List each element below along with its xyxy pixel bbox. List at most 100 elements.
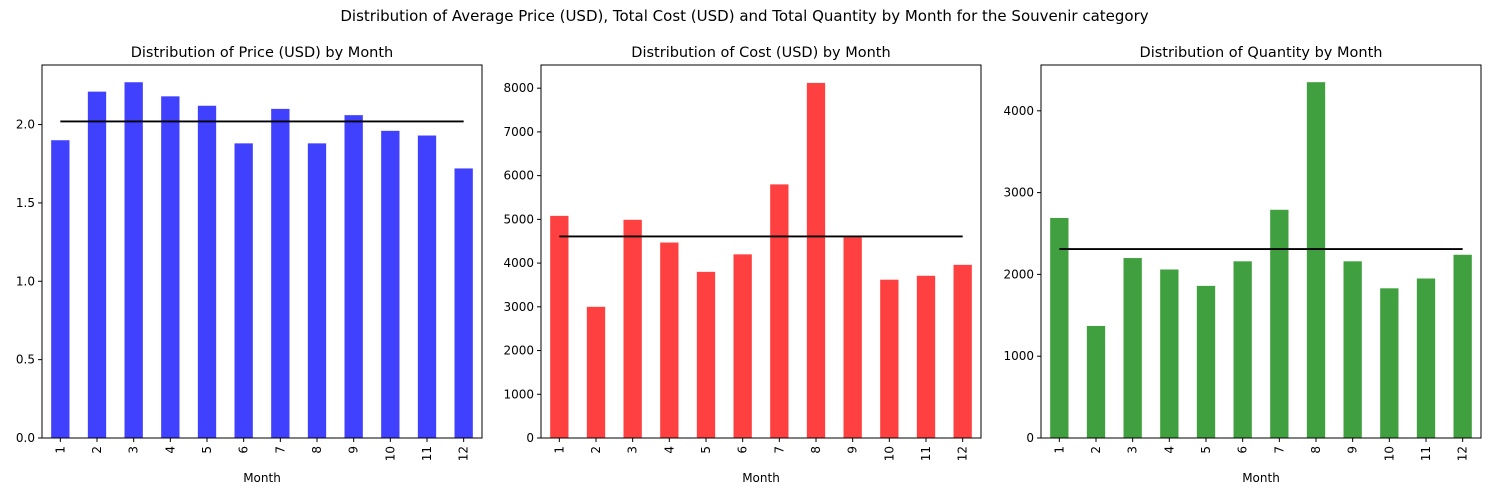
cost-bar-10 — [880, 279, 899, 438]
quantity-xtick-label: 7 — [1272, 446, 1286, 454]
cost-bar-1 — [550, 215, 569, 438]
quantity-xtick-label: 3 — [1126, 446, 1140, 454]
cost-xtick-label: 10 — [882, 446, 896, 461]
price-ytick-label: 0.5 — [16, 353, 35, 367]
cost-bar-11 — [916, 275, 936, 438]
quantity-bar-3 — [1123, 258, 1142, 438]
cost-xtick-label: 3 — [626, 446, 640, 454]
price-xlabel: Month — [243, 471, 281, 485]
quantity-bar-2 — [1086, 325, 1106, 438]
cost-ytick-label: 8000 — [503, 81, 534, 95]
price-axes-frame — [41, 64, 483, 439]
price-ytick-label: 0.0 — [16, 431, 35, 445]
price-xtick-label: 9 — [347, 446, 361, 454]
cost-bar-9 — [843, 237, 862, 438]
cost-xtick-label: 9 — [846, 446, 860, 454]
price-ytick-label: 1.0 — [16, 274, 35, 288]
quantity-xtick-label: 10 — [1382, 446, 1396, 461]
price-xtick-label: 11 — [420, 446, 434, 461]
price-bar-10 — [381, 130, 400, 438]
figure-suptitle: Distribution of Average Price (USD), Tot… — [340, 7, 1149, 25]
cost-xtick-label: 6 — [736, 446, 750, 454]
cost-xtick-label: 5 — [699, 446, 713, 454]
quantity-xtick-label: 2 — [1089, 446, 1103, 454]
quantity-bar-10 — [1380, 288, 1399, 438]
quantity-bar-6 — [1233, 261, 1252, 438]
price-xtick-label: 4 — [163, 446, 177, 454]
price-xtick-label: 2 — [90, 446, 104, 454]
price-bar-5 — [197, 105, 217, 439]
cost-xtick-label: 12 — [956, 446, 970, 461]
price-title: Distribution of Price (USD) by Month — [131, 45, 394, 61]
cost-bar-5 — [696, 271, 716, 438]
cost-ytick-label: 3000 — [503, 300, 534, 314]
cost-bar-3 — [623, 219, 642, 438]
cost-xtick-label: 4 — [662, 446, 676, 454]
quantity-xtick-label: 1 — [1052, 446, 1066, 454]
cost-ytick-label: 6000 — [503, 169, 534, 183]
quantity-bar-8 — [1306, 82, 1326, 438]
quantity-bar-1 — [1050, 217, 1069, 438]
price-xtick-label: 5 — [200, 446, 214, 454]
price-bar-2 — [87, 91, 107, 439]
price-xtick-label: 8 — [310, 446, 324, 454]
price-bar-9 — [344, 115, 363, 439]
price-xtick-label: 1 — [53, 446, 67, 454]
quantity-ytick-label: 3000 — [1003, 186, 1034, 200]
cost-axes-frame — [540, 64, 982, 439]
quantity-ytick-label: 1000 — [1003, 349, 1034, 363]
quantity-bar-7 — [1270, 209, 1289, 438]
quantity-ytick-label: 4000 — [1003, 104, 1034, 118]
price-bar-12 — [454, 168, 473, 438]
cost-bar-12 — [953, 264, 972, 438]
quantity-bar-12 — [1453, 254, 1472, 438]
price-bar-7 — [271, 108, 290, 438]
quantity-xtick-label: 9 — [1346, 446, 1360, 454]
quantity-xtick-label: 5 — [1199, 446, 1213, 454]
cost-title: Distribution of Cost (USD) by Month — [631, 45, 890, 61]
cost-bar-2 — [586, 306, 606, 438]
price-ytick-label: 2.0 — [16, 118, 35, 132]
cost-bar-6 — [733, 254, 752, 438]
quantity-xtick-label: 4 — [1162, 446, 1176, 454]
cost-ytick-label: 5000 — [503, 212, 534, 226]
cost-ytick-label: 4000 — [503, 256, 534, 270]
quantity-bar-9 — [1343, 261, 1362, 438]
cost-xtick-label: 8 — [809, 446, 823, 454]
price-bar-8 — [307, 143, 327, 439]
quantity-xtick-label: 12 — [1456, 446, 1470, 461]
quantity-ytick-label: 0 — [1026, 431, 1034, 445]
price-bar-11 — [417, 135, 437, 438]
quantity-bar-5 — [1196, 285, 1216, 438]
price-xtick-label: 3 — [127, 446, 141, 454]
cost-bar-7 — [770, 184, 789, 438]
cost-bar-8 — [806, 82, 826, 438]
cost-ytick-label: 7000 — [503, 125, 534, 139]
quantity-axes-frame — [1040, 64, 1482, 439]
cost-ytick-label: 1000 — [503, 387, 534, 401]
cost-xlabel: Month — [742, 471, 780, 485]
cost-bar-4 — [660, 242, 679, 438]
cost-ytick-label: 2000 — [503, 344, 534, 358]
quantity-title: Distribution of Quantity by Month — [1140, 45, 1383, 61]
quantity-xtick-label: 11 — [1419, 446, 1433, 461]
cost-xtick-label: 7 — [772, 446, 786, 454]
price-xtick-label: 7 — [273, 446, 287, 454]
quantity-xtick-label: 6 — [1236, 446, 1250, 454]
price-xtick-label: 10 — [383, 446, 397, 461]
price-bar-6 — [234, 143, 253, 439]
quantity-xtick-label: 8 — [1309, 446, 1323, 454]
cost-ytick-label: 0 — [526, 431, 534, 445]
cost-xtick-label: 11 — [919, 446, 933, 461]
price-bar-3 — [124, 82, 143, 438]
price-bar-4 — [161, 96, 180, 438]
cost-xtick-label: 1 — [552, 446, 566, 454]
cost-xtick-label: 2 — [589, 446, 603, 454]
price-xtick-label: 6 — [237, 446, 251, 454]
quantity-ytick-label: 2000 — [1003, 267, 1034, 281]
price-bar-1 — [51, 140, 70, 438]
quantity-bar-4 — [1160, 269, 1179, 438]
